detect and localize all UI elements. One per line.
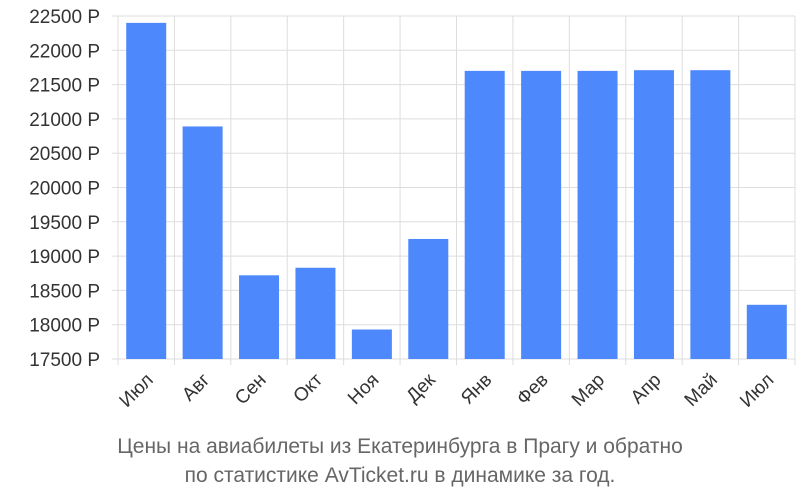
x-tick-label: Сен xyxy=(231,370,270,409)
y-tick-label: 19000 Р xyxy=(29,247,100,268)
bar-12 xyxy=(746,304,787,359)
bar-3 xyxy=(239,275,280,359)
bar-5 xyxy=(351,329,392,359)
x-tick-label: Май xyxy=(681,370,722,411)
bar-4 xyxy=(295,267,336,359)
x-tick-label: Фев xyxy=(513,370,553,410)
bar-10 xyxy=(633,70,674,359)
x-tick-label: Ноя xyxy=(344,370,383,409)
grid-lines xyxy=(112,15,796,365)
bar-2 xyxy=(182,126,223,359)
bar-chart: 17500 Р 18000 Р 18500 Р 19000 Р 19500 Р 20000… xyxy=(29,7,796,412)
y-tick-label: 19500 Р xyxy=(29,213,100,234)
x-axis-category-labels: Июл Авг Сен Окт Ноя Дек Янв Фев Мар Апр Май Июл xyxy=(116,369,779,412)
bar-6 xyxy=(408,238,449,359)
y-tick-label: 18000 Р xyxy=(29,316,100,337)
chart-subtitle: по статистике AvTicket.ru в динамике за … xyxy=(184,464,616,487)
x-tick-label: Янв xyxy=(457,370,496,409)
y-tick-label: 21500 Р xyxy=(29,76,100,97)
x-tick-label: Июл xyxy=(116,370,158,412)
y-tick-label: 17500 Р xyxy=(29,350,100,371)
x-tick-label: Мар xyxy=(568,370,609,411)
x-tick-label: Апр xyxy=(627,370,666,409)
x-tick-label: Дек xyxy=(403,369,441,407)
y-axis-tick-labels: 17500 Р 18000 Р 18500 Р 19000 Р 19500 Р 20000… xyxy=(29,7,100,371)
chart-title: Цены на авиабилеты из Екатеринбурга в Пр… xyxy=(117,435,683,458)
x-tick-label: Авг xyxy=(178,370,214,406)
x-tick-label: Июл xyxy=(736,370,778,412)
y-tick-label: 20500 Р xyxy=(29,144,100,165)
y-tick-label: 21000 Р xyxy=(29,110,100,131)
bar-1 xyxy=(126,22,167,360)
x-tick-label: Окт xyxy=(290,369,328,407)
y-tick-label: 18500 Р xyxy=(29,281,100,302)
bar-11 xyxy=(690,70,731,359)
y-tick-label: 20000 Р xyxy=(29,179,100,200)
bars xyxy=(126,22,787,360)
bar-7 xyxy=(464,70,505,359)
y-tick-label: 22500 Р xyxy=(29,7,100,28)
bar-8 xyxy=(521,70,562,359)
bar-9 xyxy=(577,70,618,359)
y-tick-label: 22000 Р xyxy=(29,41,100,62)
